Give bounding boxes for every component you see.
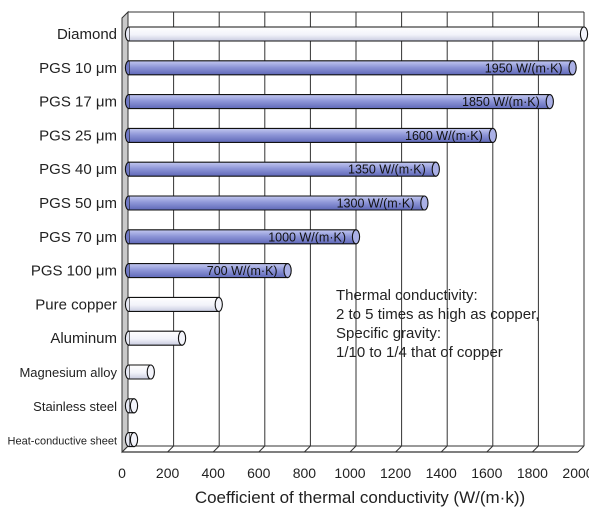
bar-end-cap <box>129 432 139 448</box>
bar-8 <box>124 296 223 312</box>
data-label: 1600 W/(m·K) <box>405 129 483 143</box>
bar-end-cap <box>146 364 155 380</box>
x-tick-label: 0 <box>118 465 126 481</box>
bars <box>124 26 589 448</box>
bar-end-cap <box>420 195 429 211</box>
floor-line-1 <box>167 445 174 453</box>
category-label: Diamond <box>57 26 117 43</box>
bar-0 <box>124 26 589 42</box>
annotation-line-2: 2 to 5 times as high as copper, <box>336 306 540 323</box>
floor-line-9 <box>532 445 539 453</box>
annotation-line-3: Specific gravity: <box>336 325 442 342</box>
x-tick-label: 1600 <box>471 465 502 481</box>
bar-end-cap <box>214 296 223 312</box>
category-label: PGS 40 μm <box>39 161 117 178</box>
bar-6 <box>124 229 361 245</box>
category-label: PGS 10 μm <box>39 60 117 77</box>
category-label: Heat-conductive sheet <box>8 436 117 448</box>
bar-left-cap <box>124 94 130 110</box>
x-axis-title: Coefficient of thermal conductivity (W/(… <box>195 488 525 507</box>
bar-left-cap <box>124 229 130 245</box>
bar-left-cap <box>124 26 130 42</box>
floor-line-5 <box>349 445 357 453</box>
bar-left-cap <box>124 364 130 380</box>
bar-body <box>128 26 585 42</box>
category-label: Aluminum <box>50 330 117 347</box>
floor-line-3 <box>258 445 266 453</box>
x-tick-label: 1400 <box>426 465 457 481</box>
bar-2 <box>124 94 554 110</box>
bar-end-cap <box>488 127 497 143</box>
bar-left-cap <box>124 161 130 177</box>
x-tick-label: 600 <box>247 465 271 481</box>
bar-end-cap <box>431 161 440 177</box>
category-label: PGS 70 μm <box>39 229 117 246</box>
category-label: PGS 17 μm <box>39 94 117 111</box>
bar-end-cap <box>129 398 139 414</box>
category-label: Stainless steel <box>33 399 117 414</box>
bar-left-cap <box>124 263 130 279</box>
bar-end-cap <box>177 330 187 346</box>
bar-left-cap <box>124 398 130 414</box>
floor-line-7 <box>440 445 448 453</box>
labels: 0 200 400 600 800 1000 1200 1400 1600 1800 2000 Coe… <box>8 26 589 507</box>
floor-line-2 <box>212 445 220 453</box>
x-tick-label: 1000 <box>334 465 365 481</box>
data-label: 1350 W/(m·K) <box>348 163 426 177</box>
bar-11 <box>124 398 139 414</box>
floor-line-6 <box>395 445 402 453</box>
x-tick-label: 1800 <box>517 465 548 481</box>
x-tick-label: 400 <box>202 465 226 481</box>
floor-line-8 <box>486 445 494 453</box>
data-label: 1950 W/(m·K) <box>485 61 563 75</box>
x-tick-label: 800 <box>293 465 317 481</box>
category-label: PGS 50 μm <box>39 195 117 212</box>
bar-body <box>128 296 220 312</box>
bar-left-cap <box>124 127 130 143</box>
annotation: Thermal conductivity: 2 to 5 times as hi… <box>336 286 586 362</box>
data-label: 1000 W/(m·K) <box>268 230 346 244</box>
bar-end-cap <box>545 94 554 110</box>
bar-end-cap <box>579 26 589 42</box>
bar-9 <box>124 330 187 346</box>
bar-10 <box>124 364 155 380</box>
bar-4 <box>124 161 440 177</box>
floor-line-10 <box>577 445 585 453</box>
bar-body <box>128 330 183 346</box>
bar-end-cap <box>568 60 577 76</box>
category-label: Pure copper <box>35 296 117 313</box>
annotation-line-4: 1/10 to 1/4 that of copper <box>336 344 503 361</box>
bar-left-cap <box>124 432 130 448</box>
bar-end-cap <box>283 263 292 279</box>
bar-end-cap <box>351 229 361 245</box>
grid-lines <box>121 12 585 453</box>
data-label: 700 W/(m·K) <box>207 264 278 278</box>
bar-left-cap <box>124 330 130 346</box>
bar-12 <box>124 432 139 448</box>
category-label: PGS 25 μm <box>39 127 117 144</box>
bar-left-cap <box>124 195 130 211</box>
x-tick-label: 2000 <box>562 465 589 481</box>
bar-left-cap <box>124 296 130 312</box>
bar-7 <box>124 263 292 279</box>
floor-line-4 <box>304 445 311 453</box>
bar-1 <box>124 60 577 76</box>
category-label: PGS 100 μm <box>31 263 117 280</box>
bar-left-cap <box>124 60 130 76</box>
x-tick-label: 1200 <box>380 465 411 481</box>
data-label: 1300 W/(m·K) <box>337 197 415 211</box>
bar-3 <box>124 127 497 143</box>
bar-5 <box>124 195 429 211</box>
annotation-line-1: Thermal conductivity: <box>336 287 478 304</box>
data-label: 1850 W/(m·K) <box>462 95 540 109</box>
category-label: Magnesium alloy <box>19 365 117 380</box>
x-tick-label: 200 <box>156 465 180 481</box>
